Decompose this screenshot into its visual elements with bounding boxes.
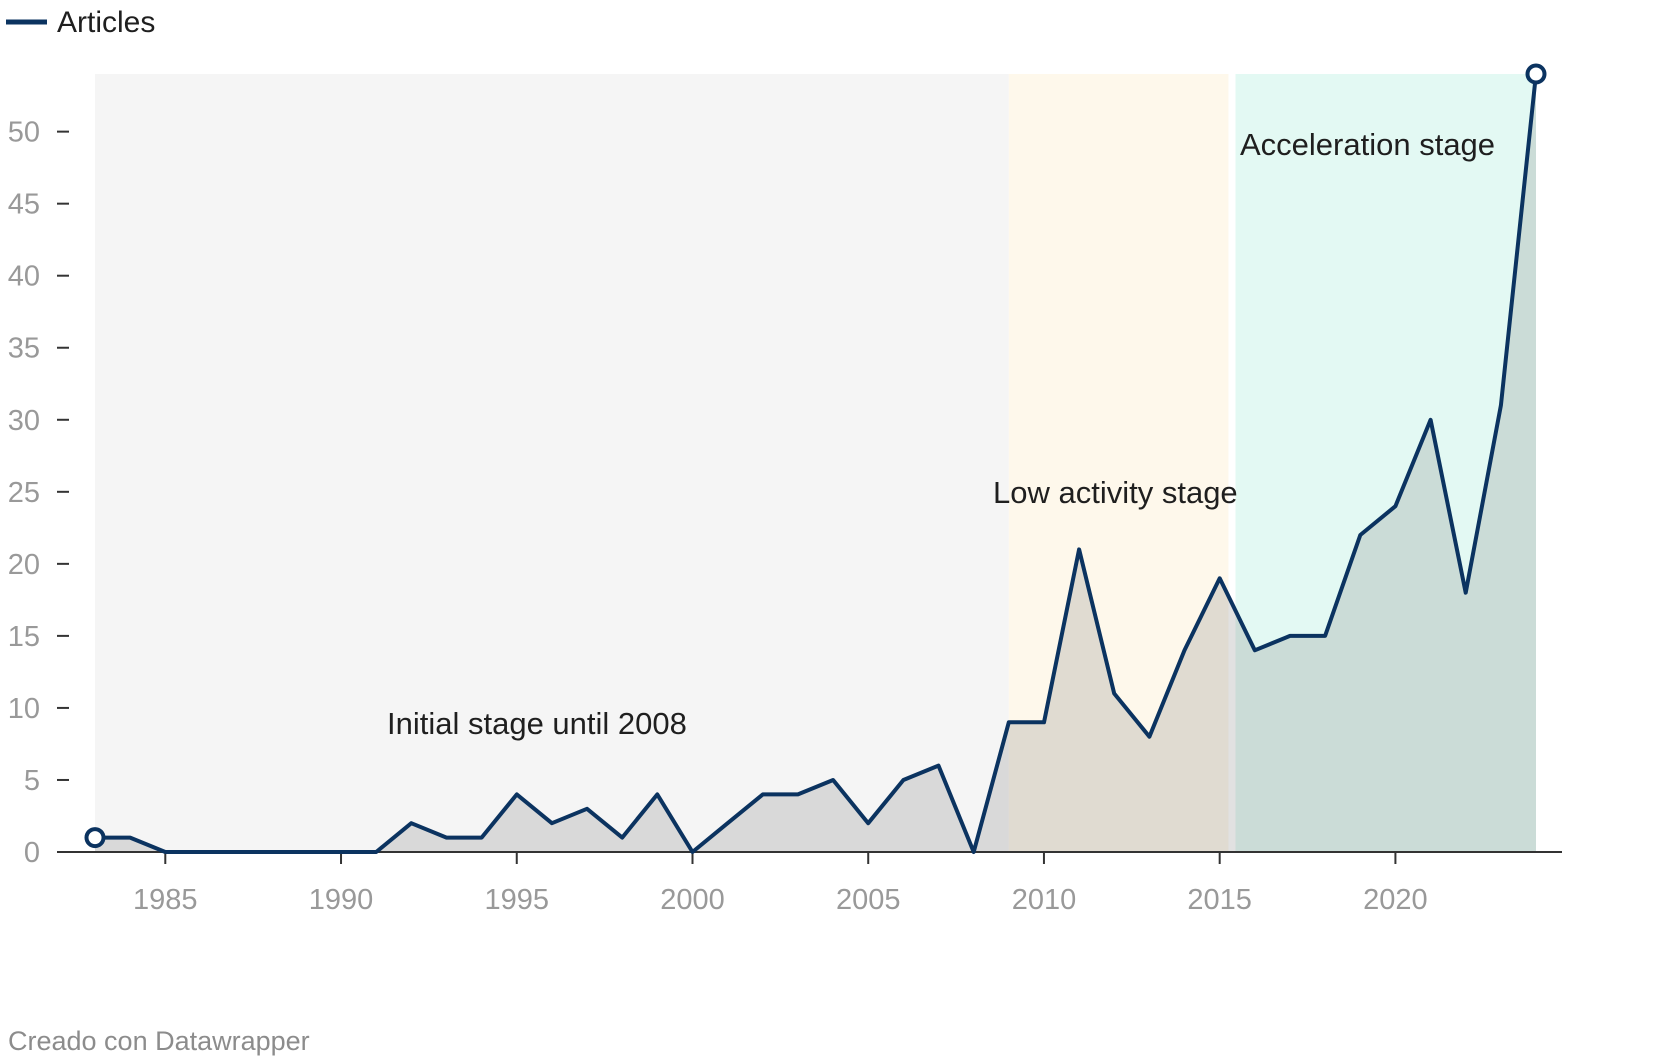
articles-area bbox=[95, 74, 1536, 852]
x-tick-label: 1995 bbox=[484, 884, 549, 916]
articles-line bbox=[95, 73, 1538, 854]
y-tick-label: 40 bbox=[8, 261, 40, 293]
y-tick-label: 20 bbox=[8, 549, 40, 581]
x-axis: 1985 1990 1995 2000 2005 2010 2015 2020 bbox=[133, 852, 1428, 916]
initial-stage-label: Initial stage until 2008 bbox=[387, 706, 687, 741]
x-tick-label: 1990 bbox=[309, 884, 374, 916]
legend: Articles bbox=[6, 6, 155, 39]
y-tick-label: 0 bbox=[24, 837, 40, 869]
legend-label-articles: Articles bbox=[57, 6, 155, 39]
stage-bands bbox=[95, 74, 1536, 852]
x-tick-label: 2010 bbox=[1012, 884, 1077, 916]
y-axis: 0 5 10 15 20 25 30 35 40 45 50 bbox=[8, 117, 69, 869]
y-tick-label: 5 bbox=[24, 765, 40, 797]
acceleration-stage-band bbox=[1235, 74, 1536, 852]
x-tick-label: 1985 bbox=[133, 884, 198, 916]
y-tick-label: 15 bbox=[8, 621, 40, 653]
x-tick-label: 2005 bbox=[836, 884, 901, 916]
y-tick-label: 10 bbox=[8, 693, 40, 725]
low-activity-stage-label: Low activity stage bbox=[993, 475, 1238, 510]
acceleration-stage-label: Acceleration stage bbox=[1240, 127, 1495, 162]
stage-labels: Initial stage until 2008 Low activity sta… bbox=[387, 127, 1495, 741]
end-point-marker bbox=[1525, 63, 1547, 85]
y-tick-label: 50 bbox=[8, 117, 40, 149]
y-tick-label: 45 bbox=[8, 189, 40, 221]
credit-text: Creado con Datawrapper bbox=[8, 1026, 310, 1056]
x-tick-label: 2020 bbox=[1363, 884, 1428, 916]
start-point-marker bbox=[84, 827, 106, 849]
x-tick-label: 2015 bbox=[1187, 884, 1252, 916]
series-endpoints bbox=[84, 63, 1547, 849]
initial-stage-band bbox=[95, 74, 1009, 852]
y-tick-label: 35 bbox=[8, 333, 40, 365]
x-tick-label: 2000 bbox=[660, 884, 725, 916]
y-tick-label: 25 bbox=[8, 477, 40, 509]
y-tick-label: 30 bbox=[8, 405, 40, 437]
